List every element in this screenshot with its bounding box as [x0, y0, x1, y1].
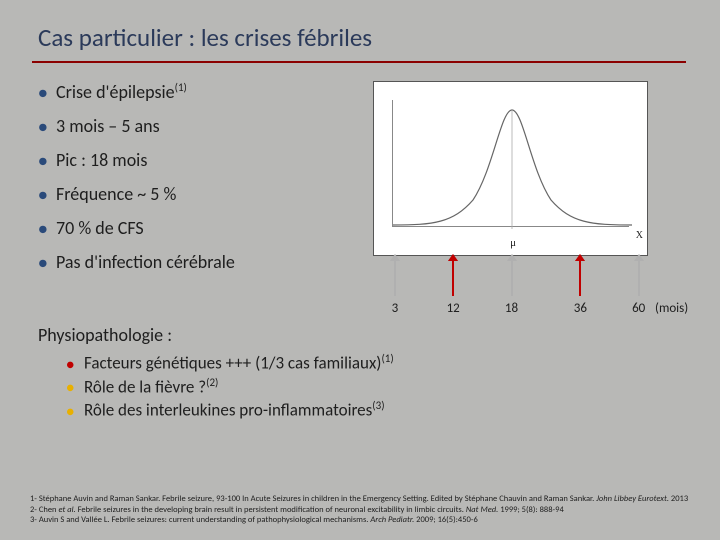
bullet-dot-icon: ● [66, 379, 84, 396]
gaussian-chart: μ X [373, 81, 648, 256]
x-axis-label: X [636, 230, 643, 241]
axis-arrow: .a50::before{border-bottom:7px solid #b0… [511, 260, 513, 296]
bullet-list: ●Crise d'épilepsie(1)●3 mois – 5 ans●Pic… [38, 81, 373, 316]
ref-2: 2- Chen et al. Febrile seizures in the d… [30, 505, 690, 516]
bullet-item: ●Fréquence ~ 5 % [38, 183, 373, 205]
bullet-text: 3 mois – 5 ans [56, 115, 160, 137]
bullet-dot-icon: ● [38, 254, 56, 273]
axis-arrow-label: 36 [574, 301, 587, 316]
bullet-text: 70 % de CFS [56, 217, 144, 239]
bullet-dot-icon: ● [38, 186, 56, 205]
bullet-item: ●70 % de CFS [38, 217, 373, 239]
ref-3: 3- Auvin S and Vallée L. Febrile seizure… [30, 515, 690, 526]
axis-arrow: .a76::before{border-bottom:7px solid #c0… [579, 260, 581, 296]
axis-arrow: .a6::before{border-bottom:7px solid #b0b… [394, 260, 396, 296]
bullet-text: Pas d'infection cérébrale [56, 251, 235, 273]
bullet-text: Fréquence ~ 5 % [56, 183, 176, 205]
axis-arrow-label: 12 [447, 301, 460, 316]
ref-1: 1- Stéphane Auvin and Raman Sankar. Febr… [30, 494, 690, 505]
sub-bullet-item: ●Rôle des interleukines pro-inflammatoir… [66, 399, 720, 421]
gaussian-curve [393, 100, 632, 229]
sub-bullet-text: Rôle de la fièvre ?(2) [84, 376, 218, 398]
sub-bullet-list: ●Facteurs génétiques +++ (1/3 cas famili… [38, 352, 720, 421]
bullet-dot-icon: ● [38, 84, 56, 103]
physio-title: Physiopathologie : [38, 324, 720, 346]
bullet-dot-icon: ● [38, 220, 56, 239]
bullet-dot-icon: ● [66, 403, 84, 420]
axis-units: (mois) [655, 301, 688, 316]
bullet-text: Pic : 18 mois [56, 149, 147, 171]
bullet-dot-icon: ● [38, 152, 56, 171]
bullet-item: ●Pas d'infection cérébrale [38, 251, 373, 273]
axis-arrow-label: 18 [505, 301, 518, 316]
mu-label: μ [510, 237, 516, 249]
axis-arrow-label: 3 [392, 301, 399, 316]
x-axis-arrows: (mois) .a6::before{border-bottom:7px sol… [373, 256, 648, 316]
sub-bullet-item: ●Rôle de la fièvre ?(2) [66, 376, 720, 398]
main-row: ●Crise d'épilepsie(1)●3 mois – 5 ans●Pic… [0, 63, 720, 316]
title-block: Cas particulier : les crises fébriles [0, 0, 720, 57]
bullet-dot-icon: ● [66, 356, 84, 373]
chart-area: μ X (mois) .a6::before{border-bottom:7px… [373, 81, 703, 316]
sub-bullet-text: Rôle des interleukines pro-inflammatoire… [84, 399, 385, 421]
bullet-text: Crise d'épilepsie(1) [56, 81, 187, 103]
sub-bullet-text: Facteurs génétiques +++ (1/3 cas familia… [84, 352, 394, 374]
page-title: Cas particulier : les crises fébriles [38, 22, 720, 53]
physio-block: Physiopathologie : ●Facteurs génétiques … [0, 316, 720, 421]
bullet-item: ●3 mois – 5 ans [38, 115, 373, 137]
axis-arrow: .a98::before{border-bottom:7px solid #b0… [638, 260, 640, 296]
axis-arrow: .a28::before{border-bottom:7px solid #c0… [452, 260, 454, 296]
bullet-item: ●Crise d'épilepsie(1) [38, 81, 373, 103]
references: 1- Stéphane Auvin and Raman Sankar. Febr… [30, 494, 690, 526]
bullet-dot-icon: ● [38, 118, 56, 137]
sub-bullet-item: ●Facteurs génétiques +++ (1/3 cas famili… [66, 352, 720, 374]
bullet-item: ●Pic : 18 mois [38, 149, 373, 171]
axis-arrow-label: 60 [632, 301, 645, 316]
